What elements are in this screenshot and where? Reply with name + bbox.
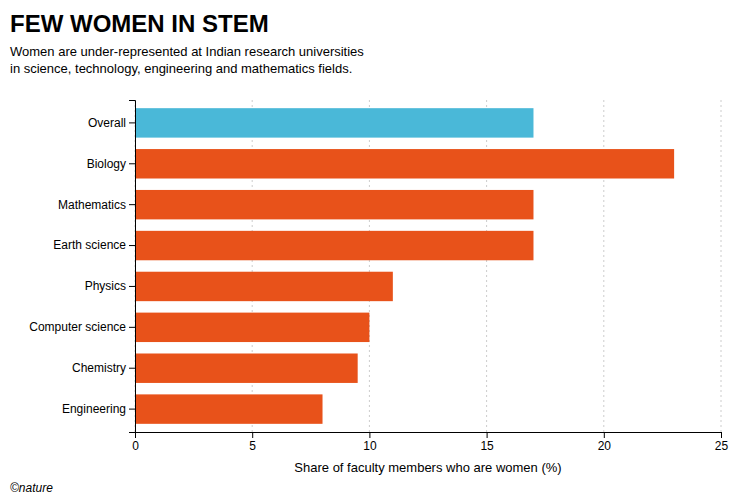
footer: ©nature [10, 481, 53, 495]
bar [135, 149, 674, 178]
tick: Earth science [53, 238, 135, 252]
tick: Mathematics [58, 198, 135, 212]
tick-mark [369, 432, 370, 438]
tick-label: Engineering [62, 402, 126, 416]
tick-label: 5 [249, 439, 256, 453]
tick-mark [129, 122, 135, 123]
tick: 25 [715, 432, 729, 453]
x-label: Share of faculty members who are women (… [294, 460, 561, 475]
bars [135, 108, 674, 424]
tick-label: Physics [85, 279, 126, 293]
tick: Chemistry [72, 361, 135, 375]
grid-line [721, 100, 722, 432]
tick-mark [129, 163, 135, 164]
x-axis: 0 5 10 15 20 25 [132, 432, 728, 453]
tick-mark [129, 368, 135, 369]
title: FEW WOMEN IN STEM [10, 10, 269, 37]
tick-mark [487, 432, 488, 438]
bar [135, 190, 533, 219]
tick-label: Mathematics [58, 198, 126, 212]
tick: Physics [85, 279, 135, 293]
tick: 0 [132, 432, 139, 453]
bar [135, 231, 533, 260]
tick-label: Biology [87, 157, 126, 171]
tick-mark [129, 409, 135, 410]
tick-label: Chemistry [72, 361, 126, 375]
tick: Engineering [62, 402, 135, 416]
tick-label: 15 [480, 439, 494, 453]
tick: 15 [480, 432, 494, 453]
axis-line [129, 101, 136, 433]
tick-mark [604, 432, 605, 438]
tick: Overall [88, 116, 135, 130]
tick-label: Computer science [29, 320, 126, 334]
tick-label: 10 [363, 439, 377, 453]
tick-label: Earth science [53, 238, 126, 252]
tick-label: 25 [715, 439, 729, 453]
tick-mark [129, 204, 135, 205]
tick: 20 [598, 432, 612, 453]
tick-label: 0 [132, 439, 139, 453]
tick-label: Overall [88, 116, 126, 130]
axis-line [136, 433, 722, 439]
bar [135, 313, 369, 342]
tick-label: 20 [598, 439, 612, 453]
tick-mark [721, 432, 722, 438]
tick-mark [129, 286, 135, 287]
chart: FEW WOMEN IN STEM Women are under-represe… [0, 0, 751, 500]
tick: 5 [249, 432, 256, 453]
bar [135, 394, 323, 423]
tick-mark [129, 245, 135, 246]
plot: 0 5 10 15 20 25 Overall Biology Mathematics Earth… [29, 100, 728, 453]
subtitle: Women are under-represented at Indian re… [10, 44, 364, 76]
grid [135, 100, 721, 432]
bar [135, 272, 393, 301]
tick: Biology [87, 157, 135, 171]
tick: Computer science [29, 320, 135, 334]
tick-mark [252, 432, 253, 438]
bar [135, 353, 358, 382]
bar [135, 108, 533, 137]
tick-mark [129, 327, 135, 328]
y-axis: Overall Biology Mathematics Earth science Ph… [29, 101, 135, 433]
tick: 10 [363, 432, 377, 453]
